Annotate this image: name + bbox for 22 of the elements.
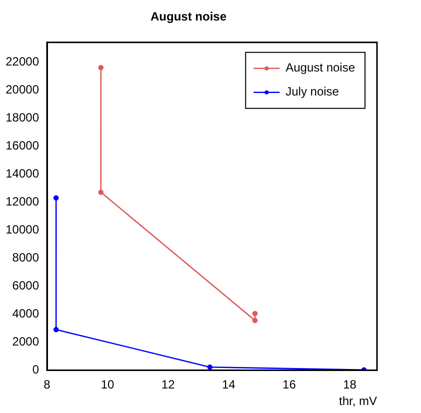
y-tick-label: 2000 bbox=[12, 334, 40, 348]
x-tick-label: 8 bbox=[44, 378, 51, 392]
x-tick-label: 12 bbox=[161, 378, 176, 392]
y-tick-label: 6000 bbox=[12, 278, 40, 292]
x-tick-label: 14 bbox=[222, 378, 236, 392]
y-tick-label: 18000 bbox=[6, 110, 40, 124]
y-tick-label: 12000 bbox=[6, 194, 40, 208]
y-tick-label: 0 bbox=[32, 362, 40, 377]
y-tick-label: 20000 bbox=[6, 82, 40, 96]
y-tick-label: 14000 bbox=[6, 166, 40, 180]
y-tick-label: 22000 bbox=[6, 54, 40, 68]
y-tick-label: 10000 bbox=[6, 222, 40, 236]
x-tick-label: 18 bbox=[343, 378, 357, 392]
legend-label: July noise bbox=[286, 84, 340, 99]
x-axis-title: thr, mV bbox=[338, 394, 377, 408]
y-tick-label: 16000 bbox=[6, 138, 40, 152]
legend-label: August noise bbox=[286, 60, 356, 75]
y-tick-label: 4000 bbox=[12, 306, 40, 320]
x-tick-label: 10 bbox=[100, 378, 115, 392]
y-tick-label: 8000 bbox=[12, 250, 40, 264]
x-tick-label: 16 bbox=[282, 378, 296, 392]
chart-title: August noise bbox=[150, 10, 227, 24]
